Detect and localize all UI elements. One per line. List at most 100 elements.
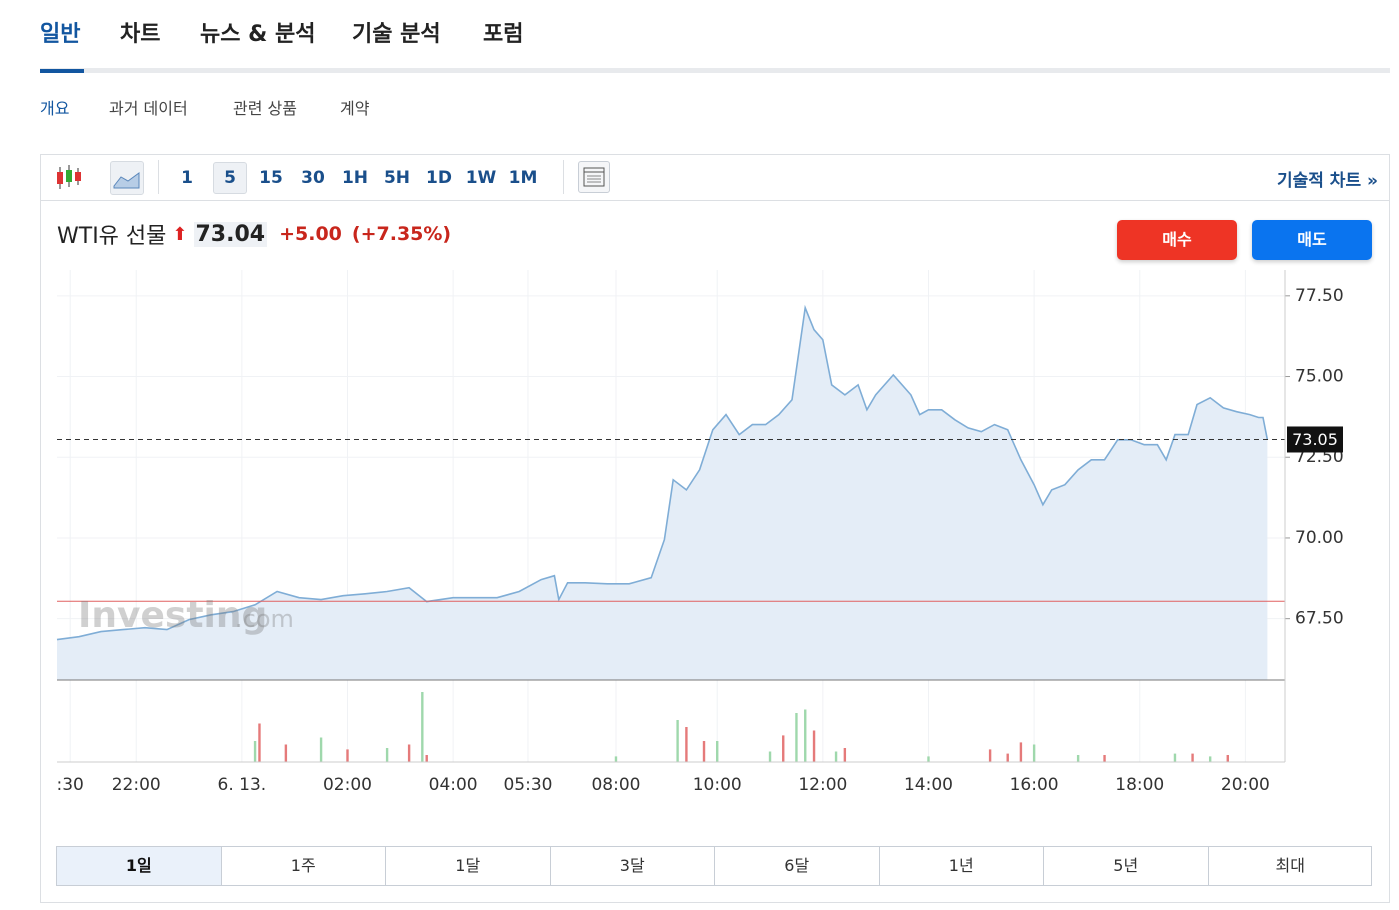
change: +5.00	[279, 223, 342, 245]
volume-bar	[425, 755, 428, 762]
x-tick-label: 20:00	[1221, 775, 1270, 795]
tech-chart-link[interactable]: 기술적 차트 »	[1276, 171, 1378, 191]
volume-bar	[1076, 755, 1080, 762]
interval[interactable]: 1W	[465, 168, 497, 188]
volume-bar	[407, 744, 411, 762]
volume-bar	[1032, 744, 1036, 762]
volume-bar	[676, 720, 679, 762]
interval[interactable]: 1H	[341, 168, 369, 188]
y-tick-label: 67.50	[1295, 609, 1344, 629]
interval[interactable]: 5	[213, 162, 247, 194]
sep	[158, 160, 159, 194]
last-price-label: 73.05	[1292, 430, 1338, 449]
volume-bar	[1103, 755, 1106, 762]
x-tick-label: 10:00	[693, 775, 742, 795]
up-arrow: ⬆	[172, 223, 188, 245]
volume-bar	[346, 749, 349, 762]
x-tick-label: 12:00	[798, 775, 847, 795]
y-tick-label: 75.00	[1295, 367, 1344, 387]
area-icon[interactable]	[110, 161, 144, 195]
instrument-name: WTI유 선물	[57, 224, 167, 249]
tab[interactable]: 일반	[40, 22, 81, 47]
volume-bar	[685, 727, 688, 762]
x-tick-label: :30	[57, 775, 84, 795]
volume-bar	[716, 741, 719, 762]
tab[interactable]: 차트	[120, 22, 161, 47]
volume-bar	[1173, 753, 1177, 762]
volume-bar	[927, 756, 930, 762]
area	[57, 307, 1268, 680]
volume-bar	[702, 741, 706, 762]
interval[interactable]: 1M	[508, 168, 538, 188]
x-tick-label: 6. 13.	[218, 775, 267, 795]
tab[interactable]: 포럼	[483, 22, 524, 47]
sep	[563, 160, 564, 194]
volume-bar	[614, 756, 618, 762]
range[interactable]: 최대	[1207, 846, 1373, 886]
watermark-suffix: .com	[235, 605, 294, 633]
volume-bar	[258, 723, 261, 762]
volume-bar	[421, 692, 424, 762]
plot	[56, 270, 1285, 762]
candle-icon[interactable]	[55, 163, 85, 193]
volume-bar	[812, 730, 816, 762]
x-tick-label: 14:00	[904, 775, 953, 795]
volume-bar	[782, 735, 785, 762]
range[interactable]: 3달	[549, 846, 715, 886]
y-tick-label: 70.00	[1295, 528, 1344, 548]
volume-bar	[843, 748, 847, 762]
layout-glyph	[583, 167, 605, 187]
volume-bar	[1191, 753, 1194, 762]
volume-bar	[253, 741, 257, 762]
interval[interactable]: 1	[181, 168, 193, 188]
x-tick-label: 05:30	[503, 775, 552, 795]
volume-bar	[768, 751, 772, 762]
range[interactable]: 5년	[1043, 846, 1208, 886]
volume-bar	[319, 737, 323, 762]
subtab[interactable]: 개요	[40, 99, 70, 118]
range[interactable]: 1주	[220, 846, 386, 886]
tab[interactable]: 기술 분석	[352, 22, 441, 47]
interval[interactable]: 15	[259, 168, 283, 188]
interval[interactable]: 5H	[383, 168, 411, 188]
last-price-box	[1287, 426, 1343, 453]
x-tick-label: 02:00	[323, 775, 372, 795]
volume-bar	[804, 709, 807, 762]
subtab[interactable]: 계약	[340, 99, 370, 118]
volume-bar	[795, 713, 798, 762]
interval[interactable]: 1D	[426, 168, 452, 188]
range[interactable]: 1달	[385, 846, 550, 886]
tab-rail	[40, 68, 1390, 73]
x-tick-label: 16:00	[1010, 775, 1059, 795]
x-tick-label: 08:00	[591, 775, 640, 795]
volume-bar	[988, 749, 992, 762]
layout-icon[interactable]	[578, 161, 610, 193]
volume-bar	[284, 744, 288, 762]
range[interactable]: 1년	[878, 846, 1044, 886]
x-tick-label: 18:00	[1115, 775, 1164, 795]
area-glyph	[113, 172, 140, 189]
subtab[interactable]: 과거 데이터	[109, 99, 188, 118]
quote: WTI유 선물 ⬆ 73.04 +5.00 (+7.35%)	[57, 218, 451, 250]
chart: Investing .com :30 22:00 6. 13. 02:00 04:00 0…	[56, 270, 1344, 795]
subtab[interactable]: 관련 상품	[233, 99, 297, 118]
sell-button[interactable]: 매도	[1252, 220, 1372, 260]
range[interactable]: 1일	[56, 846, 221, 886]
volume-bar	[1006, 753, 1009, 762]
range[interactable]: 6달	[714, 846, 879, 886]
interval[interactable]: 30	[301, 168, 325, 188]
tab-underline	[40, 69, 84, 73]
x-tick-label: 22:00	[112, 775, 161, 795]
change-pct: (+7.35%)	[351, 223, 452, 245]
volume-bar	[834, 751, 838, 762]
price: 73.04	[193, 221, 268, 247]
volume-bar	[385, 748, 389, 762]
toolbar-border	[41, 200, 1389, 201]
x-tick-label: 04:00	[429, 775, 478, 795]
volume-bar	[1226, 755, 1229, 762]
volume-bar	[1019, 742, 1023, 762]
buy-button[interactable]: 매수	[1117, 220, 1237, 260]
tab[interactable]: 뉴스 & 분석	[200, 22, 316, 47]
chart-box	[40, 154, 1390, 903]
